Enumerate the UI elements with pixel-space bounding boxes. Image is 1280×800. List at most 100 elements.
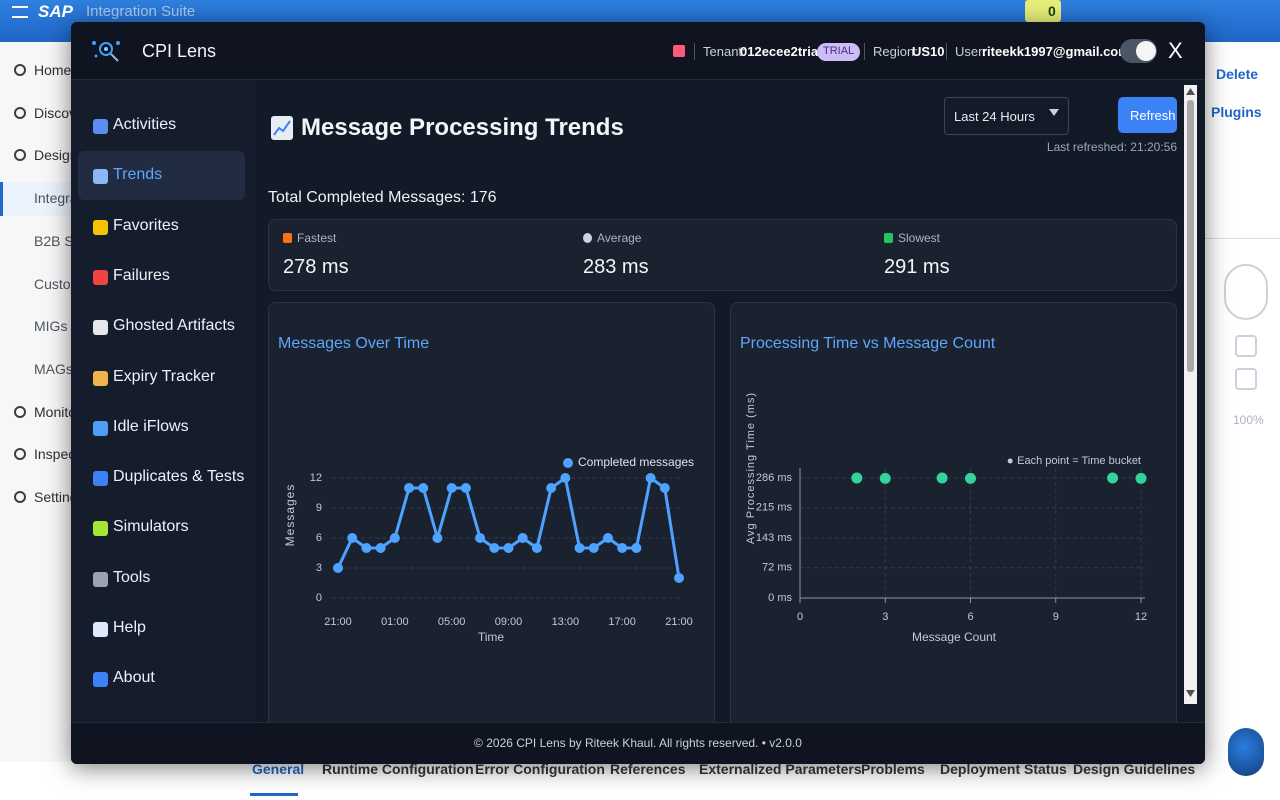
tab[interactable]: References xyxy=(610,761,686,777)
refresh-button[interactable] xyxy=(1118,97,1177,133)
tab[interactable]: Deployment Status xyxy=(940,761,1067,777)
nav-item[interactable]: Failures xyxy=(113,266,170,284)
announce-icon[interactable] xyxy=(673,45,685,57)
stat-icon xyxy=(884,233,893,243)
chart-title: Messages Over Time xyxy=(278,335,430,352)
data-point xyxy=(631,543,642,553)
nav-item[interactable]: Expiry Tracker xyxy=(113,367,216,385)
badge-bg[interactable] xyxy=(1025,0,1061,22)
nav-icon xyxy=(93,471,108,487)
data-point xyxy=(878,471,892,485)
nav-icon xyxy=(93,219,108,235)
nav-item[interactable]: Discov xyxy=(34,104,77,121)
data-point xyxy=(361,543,372,553)
tab-underline xyxy=(250,793,298,796)
data-point xyxy=(333,563,343,573)
data-point xyxy=(588,543,599,553)
nav-item[interactable]: Favorites xyxy=(113,216,179,234)
nav-item[interactable]: Monito xyxy=(34,403,77,420)
nav-item[interactable]: About xyxy=(113,669,155,687)
nav-item[interactable]: Activities xyxy=(113,116,177,133)
nav-icon xyxy=(93,622,108,637)
nav-item[interactable]: Ghosted Artifacts xyxy=(113,317,235,335)
range-value: Last 24 Hours xyxy=(954,109,1035,124)
data-point xyxy=(489,543,500,553)
tab[interactable]: Externalized Parameters xyxy=(699,761,862,777)
pan-control[interactable] xyxy=(1224,264,1268,320)
stat-value: 283 ms xyxy=(583,256,649,278)
scroll-down[interactable] xyxy=(1186,690,1195,698)
data-point xyxy=(645,473,656,483)
nav-item[interactable]: Trends xyxy=(113,166,163,184)
tab[interactable]: Problems xyxy=(861,761,925,777)
x-tick-label: 3 xyxy=(882,611,888,623)
nav-icon xyxy=(93,320,108,336)
stat-value: 291 ms xyxy=(884,256,950,278)
close-button[interactable]: X xyxy=(1168,38,1183,63)
nav-icon xyxy=(93,672,108,688)
divider xyxy=(1205,238,1280,239)
x-tick-label: 9 xyxy=(1053,611,1059,623)
region: US10 xyxy=(912,44,945,59)
scroll-up[interactable] xyxy=(1186,88,1195,96)
total-messages: Total Completed Messages: 176 xyxy=(268,189,497,206)
tab[interactable]: Design Guidelines xyxy=(1073,761,1196,777)
nav-item[interactable]: Integra xyxy=(34,190,78,207)
y-tick-label: 6 xyxy=(316,532,322,544)
y-tick-label: 9 xyxy=(316,502,322,514)
action-delete[interactable]: Delete xyxy=(1216,66,1259,82)
nav-item[interactable]: Idle iFlows xyxy=(113,417,189,435)
zoom-in[interactable] xyxy=(1235,335,1257,357)
nav-item[interactable]: Home xyxy=(34,62,72,78)
x-tick-label: 12 xyxy=(1135,611,1147,623)
stat-icon xyxy=(283,233,292,243)
title-icon xyxy=(271,116,293,140)
separator xyxy=(694,43,695,60)
x-tick-label: 0 xyxy=(797,611,803,623)
nav-item[interactable]: Design xyxy=(34,147,78,164)
nav-item[interactable]: Simulators xyxy=(113,518,189,536)
nav-icon xyxy=(93,119,108,134)
y-tick-label: 3 xyxy=(316,562,322,574)
nav-icon xyxy=(93,521,108,537)
x-tick-label: 13:00 xyxy=(552,616,580,628)
product-name: Integration Suite xyxy=(86,3,196,20)
tab[interactable]: General xyxy=(252,761,305,777)
menu-icon[interactable] xyxy=(12,6,28,18)
dropdown-arrow xyxy=(1049,109,1059,116)
nav-item[interactable]: Duplicates & Tests xyxy=(113,468,245,486)
range-select[interactable] xyxy=(944,97,1069,135)
nav-item[interactable]: Setting xyxy=(34,489,78,505)
nav-item[interactable]: Custom xyxy=(34,275,83,292)
stat-value: 278 ms xyxy=(283,256,349,278)
data-point xyxy=(1134,471,1148,485)
line-series xyxy=(336,476,681,579)
assistant-button[interactable] xyxy=(1228,728,1264,776)
scrollbar-thumb[interactable] xyxy=(1187,100,1194,372)
x-tick-label: 21:00 xyxy=(324,616,352,628)
nav-item[interactable]: Tools xyxy=(113,568,151,586)
tab[interactable]: Error Configuration xyxy=(475,761,605,777)
x-tick-label: 21:00 xyxy=(665,616,693,628)
plan-badge: TRIAL xyxy=(817,43,861,61)
app-name: CPI Lens xyxy=(142,41,217,61)
data-point xyxy=(432,533,443,543)
nav-item[interactable]: Inspect xyxy=(34,446,80,463)
nav-item[interactable]: B2B Sc xyxy=(34,232,81,249)
nav-item[interactable]: Help xyxy=(113,619,146,636)
y-axis-label: Messages xyxy=(283,484,297,547)
nav-item[interactable]: MIGs xyxy=(34,318,68,335)
tab[interactable]: Runtime Configuration xyxy=(322,761,474,777)
user-label: User: xyxy=(955,44,987,59)
nav-item[interactable]: MAGs xyxy=(34,360,73,377)
user: riteekk1997@gmail.com xyxy=(982,44,1130,59)
data-point xyxy=(404,483,415,493)
action-plugins[interactable]: Plugins xyxy=(1211,104,1262,120)
data-point xyxy=(517,533,528,543)
last-refreshed: Last refreshed: 21:20:56 xyxy=(1046,140,1177,154)
data-point xyxy=(418,483,429,493)
x-axis-label: Time xyxy=(478,630,505,644)
nav-icon xyxy=(93,571,108,587)
zoom-out[interactable] xyxy=(1235,368,1257,390)
data-point xyxy=(850,471,864,485)
